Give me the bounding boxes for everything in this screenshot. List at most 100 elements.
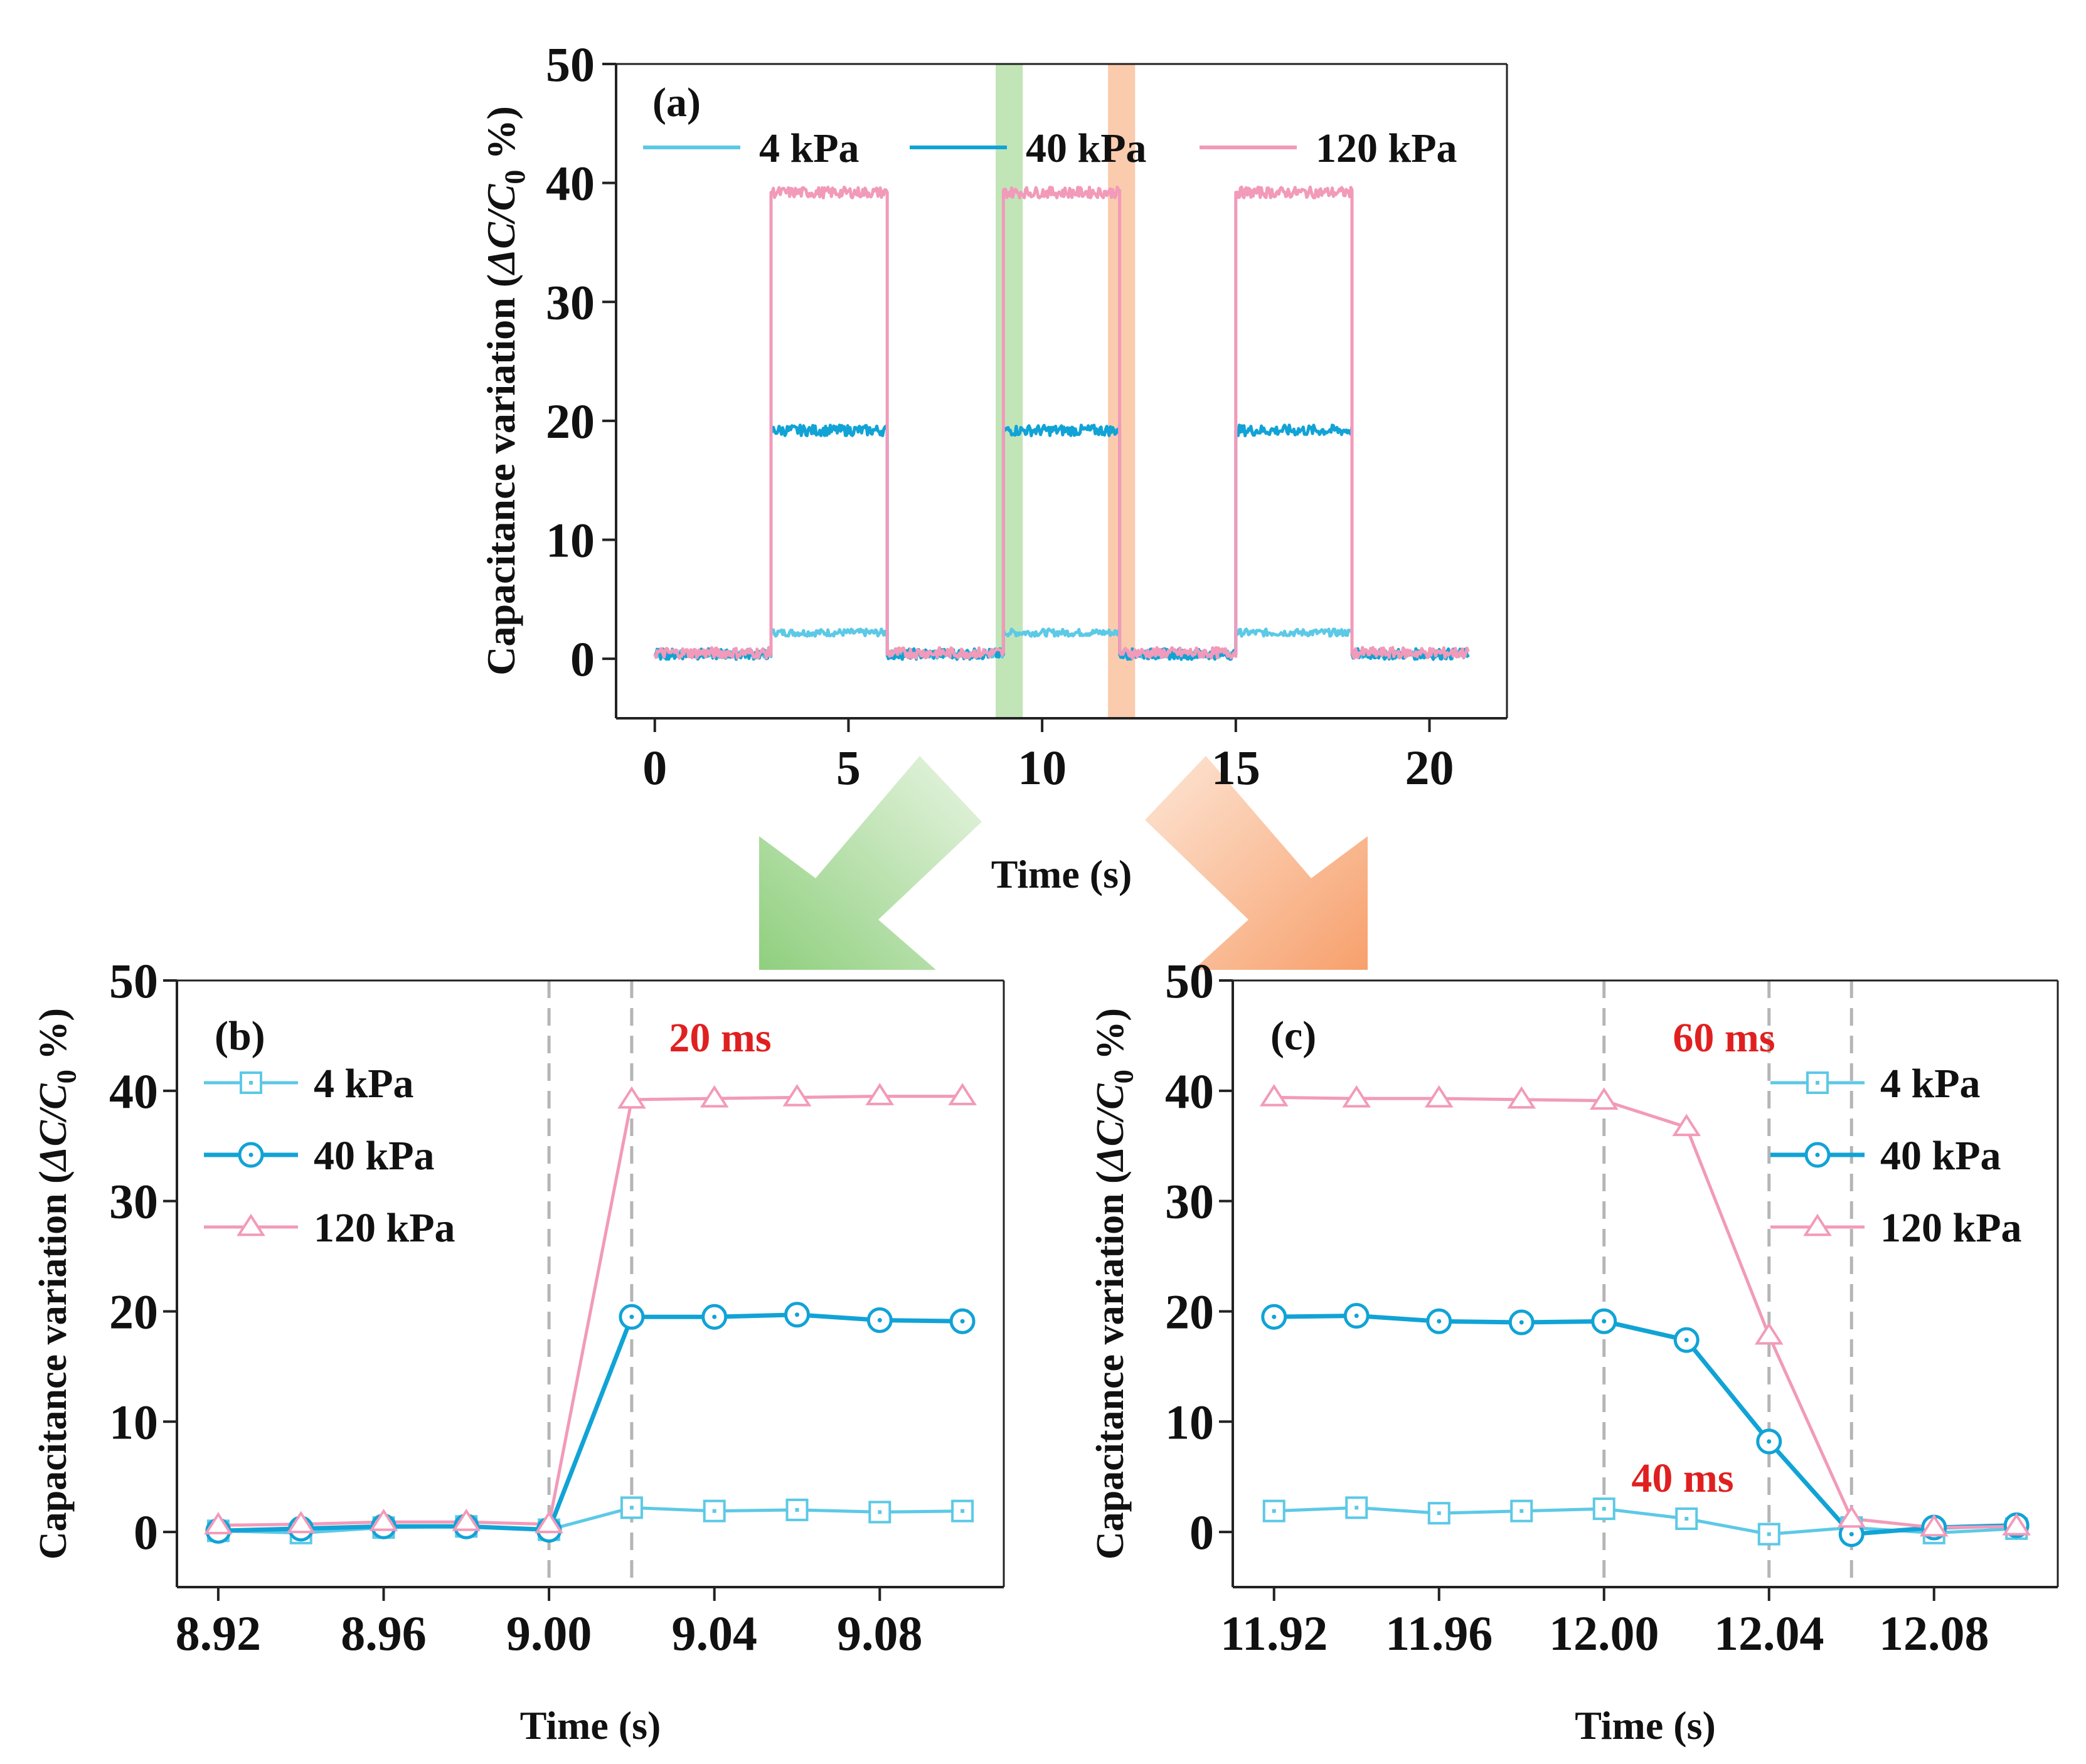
y-tick-label: 30 xyxy=(109,1174,158,1229)
x-tick-label: 11.96 xyxy=(1385,1606,1493,1660)
y-tick-label: 40 xyxy=(546,156,595,211)
data-point-3 xyxy=(1589,1087,1619,1110)
panel-c-chart: 11.92 11.96 12.00 12.04 12.08 0 10 20 30 40 50 Time… xyxy=(1089,954,2059,1748)
x-tick-label: 12.04 xyxy=(1714,1606,1824,1660)
x-tick-label: 0 xyxy=(642,740,667,795)
data-point-2-dot xyxy=(1272,1314,1277,1319)
legend-label-1: 4 kPa xyxy=(759,125,859,171)
data-point-1-dot xyxy=(629,1506,634,1510)
legend-marker-1-dot xyxy=(1816,1081,1819,1085)
y-tick-label: 10 xyxy=(109,1395,158,1449)
legend-label-3: 120 kPa xyxy=(1880,1205,2022,1251)
data-point-2-dot xyxy=(1849,1532,1854,1537)
legend-label-2: 40 kPa xyxy=(1026,125,1147,171)
y-tick-label: 50 xyxy=(546,37,595,92)
data-point-2-dot xyxy=(1767,1439,1772,1444)
x-tick-label: 9.04 xyxy=(671,1606,757,1660)
data-point-3 xyxy=(204,1512,233,1534)
data-point-1 xyxy=(785,1498,809,1521)
y-tick-label: 20 xyxy=(1165,1284,1214,1339)
y-axis-title: Capacitance variation (ΔC/C0 %) xyxy=(32,1008,82,1559)
y-tick-label: 40 xyxy=(1165,1064,1214,1118)
panel-label: (b) xyxy=(215,1013,265,1059)
x-axis-title: Time (s) xyxy=(520,1703,661,1748)
x-tick-label: 8.96 xyxy=(341,1606,427,1660)
panel-label: (c) xyxy=(1270,1013,1316,1059)
panel-b-chart: 8.92 8.96 9.00 9.04 9.08 0 10 20 30 40 50 Time (s) C… xyxy=(32,954,1005,1748)
y-tick-label: 50 xyxy=(1165,954,1214,1008)
data-point-3 xyxy=(1424,1085,1454,1108)
data-point-3 xyxy=(286,1511,316,1534)
x-tick-label: 12.00 xyxy=(1549,1606,1659,1660)
data-point-1-dot xyxy=(878,1510,882,1514)
data-point-3 xyxy=(1507,1086,1536,1109)
series-line-3 xyxy=(218,1095,963,1527)
data-point-2-dot xyxy=(1519,1320,1524,1325)
data-point-1 xyxy=(1592,1497,1615,1521)
x-tick-label: 9.00 xyxy=(506,1606,592,1660)
series-line-2 xyxy=(218,1312,963,1533)
data-point-3 xyxy=(948,1083,977,1105)
annotation-label: 20 ms xyxy=(669,1015,771,1061)
data-point-3 xyxy=(700,1085,729,1108)
data-point-1-dot xyxy=(961,1509,965,1513)
y-axis-title: Capacitance variation (ΔC/C0 %) xyxy=(479,106,531,676)
data-point-2-dot xyxy=(795,1312,799,1317)
data-point-2-dot xyxy=(1437,1319,1442,1324)
x-tick-label: 20 xyxy=(1405,740,1454,795)
annotation-label: 60 ms xyxy=(1673,1015,1775,1061)
legend-label-2: 40 kPa xyxy=(314,1133,435,1179)
data-point-1 xyxy=(1427,1502,1450,1525)
data-point-3 xyxy=(1259,1084,1289,1107)
data-point-1-dot xyxy=(795,1507,799,1512)
x-tick-label: 12.08 xyxy=(1879,1606,1989,1660)
connector-arrows xyxy=(759,756,1368,970)
data-point-3 xyxy=(865,1083,895,1105)
panel-a-chart: 0 5 10 15 20 0 10 20 30 40 50 Time (s) Capacitance v… xyxy=(479,37,1508,896)
series-line-2 xyxy=(654,423,1470,661)
highlight-fall-window xyxy=(1108,64,1136,718)
green-arrow xyxy=(759,756,982,970)
data-point-3 xyxy=(2002,1512,2031,1536)
series-line-3 xyxy=(1274,1095,2017,1529)
y-tick-label: 0 xyxy=(134,1505,158,1559)
legend-marker-3 xyxy=(237,1213,265,1236)
data-point-2-dot xyxy=(1602,1319,1607,1324)
data-point-3 xyxy=(535,1511,563,1534)
data-point-2-dot xyxy=(712,1314,717,1319)
x-tick-label: 10 xyxy=(1018,740,1067,795)
legend-label-2: 40 kPa xyxy=(1880,1133,2001,1179)
y-tick-label: 50 xyxy=(109,954,158,1008)
data-point-1-dot xyxy=(1602,1507,1606,1511)
legend-label-3: 120 kPa xyxy=(1316,125,1457,171)
orange-arrow xyxy=(1145,756,1368,970)
panel-label: (a) xyxy=(652,80,701,125)
y-tick-label: 30 xyxy=(546,275,595,329)
legend-label-1: 4 kPa xyxy=(1880,1061,1981,1107)
data-point-3 xyxy=(1919,1514,1949,1537)
y-tick-label: 0 xyxy=(1189,1505,1214,1559)
series-line-1 xyxy=(218,1506,963,1535)
y-tick-label: 40 xyxy=(109,1064,158,1118)
y-tick-label: 20 xyxy=(546,394,595,449)
data-point-1-dot xyxy=(1684,1516,1689,1521)
data-point-1-dot xyxy=(1437,1511,1441,1516)
legend-label-3: 120 kPa xyxy=(314,1205,455,1251)
legend-marker-2-dot xyxy=(1815,1152,1820,1157)
series-line-2 xyxy=(1274,1313,2017,1537)
data-point-1-dot xyxy=(712,1509,716,1513)
x-axis-title: Time (s) xyxy=(991,852,1132,896)
data-point-1-dot xyxy=(1767,1532,1771,1536)
x-tick-label: 15 xyxy=(1211,740,1260,795)
x-tick-label: 5 xyxy=(836,740,861,795)
data-point-2-dot xyxy=(960,1319,965,1324)
y-tick-label: 20 xyxy=(109,1284,158,1339)
annotation-label: 40 ms xyxy=(1631,1455,1733,1501)
data-point-3 xyxy=(1672,1113,1701,1137)
series-line-1 xyxy=(654,627,1470,659)
data-point-2-dot xyxy=(629,1314,634,1319)
y-axis-title: Capacitance variation (ΔC/C0 %) xyxy=(1089,1008,1139,1559)
legend-marker-3 xyxy=(1803,1213,1832,1236)
data-point-3 xyxy=(369,1508,398,1531)
